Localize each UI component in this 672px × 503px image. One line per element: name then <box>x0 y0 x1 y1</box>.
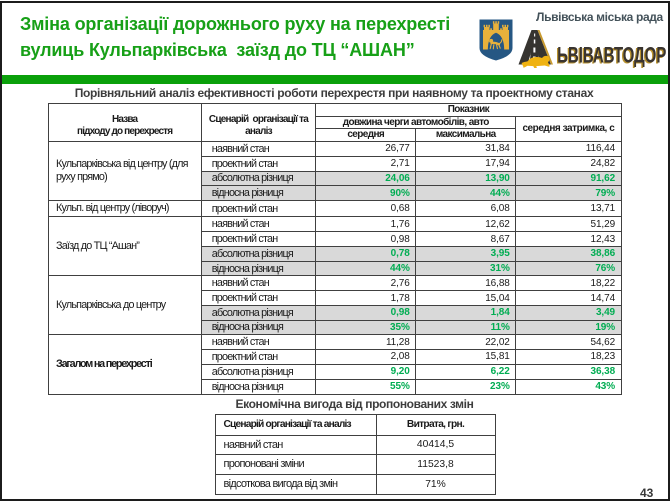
svg-text:ЬВІВАВТОДОР: ЬВІВАВТОДОР <box>556 43 665 68</box>
svg-text:ЬВІВАВТОДОР: ЬВІВАВТОДОР <box>557 43 666 68</box>
